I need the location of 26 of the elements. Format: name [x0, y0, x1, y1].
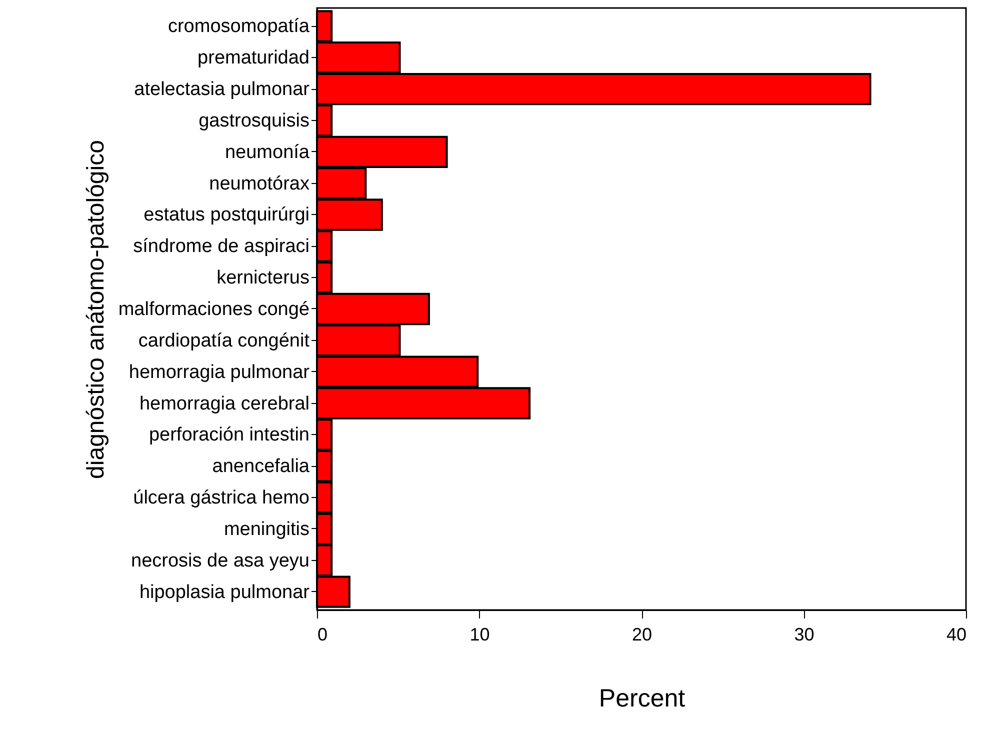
x-tick-label: 40 [946, 624, 966, 644]
x-tick-label: 10 [470, 624, 490, 644]
y-tick-label: neumonía [224, 142, 310, 163]
y-tick-label: kernicterus [216, 268, 310, 289]
y-tick-label: estatus postquirúrgi [144, 204, 310, 226]
y-tick-label: prematuridad [198, 48, 310, 69]
y-tick-label: perforación intestin [148, 424, 310, 446]
x-axis-title: Percent [598, 684, 686, 712]
y-tick-label: meningitis [224, 518, 310, 540]
y-tick-label: necrosis de asa yeyu [131, 550, 310, 572]
y-tick-label: cromosomopatía [168, 16, 310, 38]
x-tick-label: 20 [632, 624, 652, 644]
y-tick-label: hemorragia pulmonar [128, 362, 310, 383]
y-tick-label: úlcera gástrica hemo [133, 488, 310, 509]
y-tick-label: hipoplasia pulmonar [139, 582, 310, 603]
y-tick-label: síndrome de aspiraci [133, 236, 310, 258]
y-tick-label: gastrosquisis [198, 110, 310, 132]
y-tick-label: hemorragia cerebral [139, 393, 310, 414]
y-tick-label: neumotórax [209, 173, 310, 194]
x-tick-label: 0 [318, 624, 328, 644]
x-tick-label: 30 [794, 624, 814, 644]
y-tick-label: anencefalia [212, 456, 310, 478]
y-tick-label: atelectasia pulmonar [134, 79, 310, 100]
y-axis-title: diagnóstico anátomo-patológico [82, 140, 110, 479]
y-tick-label: malformaciones congé [118, 299, 310, 320]
y-tick-label: cardiopatía congénit [138, 330, 310, 352]
